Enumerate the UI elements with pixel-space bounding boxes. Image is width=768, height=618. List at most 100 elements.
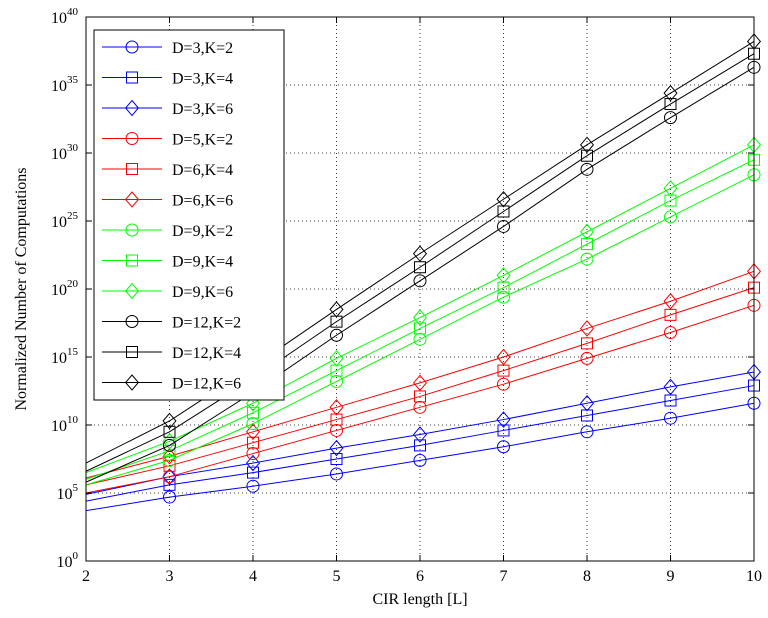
y-tick-label: 105 bbox=[57, 482, 79, 503]
data-point bbox=[496, 267, 511, 284]
legend-label: D=6,K=4 bbox=[172, 162, 233, 179]
data-point bbox=[246, 479, 260, 493]
data-point bbox=[496, 190, 511, 208]
x-tick-label: 2 bbox=[82, 568, 90, 585]
legend-marker bbox=[124, 191, 140, 208]
data-point bbox=[163, 425, 176, 438]
legend-entry: D=12,K=6 bbox=[102, 374, 241, 393]
y-tick-label: 1030 bbox=[51, 142, 79, 163]
data-point bbox=[497, 440, 510, 454]
legend-label: D=3,K=6 bbox=[172, 101, 233, 118]
legend-marker bbox=[125, 315, 139, 328]
legend-label: D=9,K=6 bbox=[172, 284, 233, 301]
series-line bbox=[85, 402, 755, 512]
data-point bbox=[163, 490, 176, 504]
series-d-3-k-6 bbox=[85, 363, 762, 495]
series-line bbox=[85, 53, 755, 472]
data-point bbox=[664, 411, 677, 425]
data-point bbox=[329, 301, 344, 318]
series-line bbox=[85, 287, 755, 486]
y-axis: 100 105 1010 1015 1020 1025 1030 1035 1040 bbox=[51, 6, 754, 571]
legend-marker bbox=[126, 254, 138, 267]
series-line bbox=[85, 144, 755, 474]
data-point bbox=[664, 98, 677, 111]
data-point bbox=[497, 424, 510, 437]
data-point bbox=[496, 411, 511, 428]
data-point bbox=[579, 394, 595, 412]
data-point bbox=[245, 423, 261, 441]
legend-entry: D=6,K=4 bbox=[102, 162, 233, 179]
legend-marker bbox=[124, 99, 140, 117]
data-point bbox=[579, 320, 595, 337]
data-point bbox=[663, 180, 678, 197]
data-point bbox=[329, 439, 344, 457]
x-axis: 2 3 4 5 6 7 8 9 10 bbox=[82, 17, 762, 585]
legend-label: D=3,K=4 bbox=[172, 71, 233, 88]
data-point bbox=[580, 162, 594, 176]
legend-marker bbox=[126, 71, 138, 84]
data-point bbox=[579, 136, 595, 154]
legend-entry: D=12,K=4 bbox=[102, 345, 241, 362]
legend-entry: D=9,K=2 bbox=[102, 223, 233, 240]
legend-marker bbox=[125, 223, 139, 237]
data-point bbox=[664, 111, 677, 125]
series-d-3-k-2 bbox=[85, 396, 761, 512]
data-point bbox=[663, 378, 678, 396]
legend-label: D=6,K=6 bbox=[172, 193, 233, 210]
x-tick-label: 7 bbox=[500, 568, 508, 585]
data-point bbox=[664, 326, 677, 340]
data-point bbox=[247, 436, 259, 449]
data-point bbox=[581, 337, 593, 350]
legend: D=3,K=2 D=3,K=4 D=3,K=6 D=5,K=2 D=6,K=4 D=6,K… bbox=[93, 29, 285, 401]
data-point bbox=[163, 438, 176, 452]
data-point bbox=[414, 322, 426, 335]
data-point bbox=[163, 470, 176, 484]
series-line bbox=[85, 159, 755, 480]
legend-label: D=9,K=4 bbox=[172, 254, 233, 271]
data-point bbox=[414, 439, 426, 452]
legend-entry: D=3,K=6 bbox=[102, 99, 233, 118]
legend-marker bbox=[126, 346, 138, 358]
x-axis-label: CIR length [L] bbox=[372, 591, 467, 608]
legend-label: D=12,K=2 bbox=[172, 315, 241, 332]
data-point bbox=[247, 406, 259, 419]
y-tick-label: 100 bbox=[57, 550, 79, 571]
series-line bbox=[85, 304, 755, 494]
x-tick-label: 9 bbox=[667, 568, 675, 585]
data-point bbox=[412, 245, 428, 262]
data-point bbox=[245, 454, 261, 472]
series-d-12-k-6 bbox=[85, 33, 762, 464]
legend-marker bbox=[124, 282, 140, 300]
y-tick-label: 1020 bbox=[51, 278, 79, 299]
data-point bbox=[581, 149, 593, 162]
series-d-5-k-2 bbox=[85, 298, 761, 494]
data-point bbox=[580, 425, 594, 439]
legend-marker bbox=[126, 163, 138, 175]
legend-entry: D=12,K=2 bbox=[102, 315, 241, 332]
legend-marker bbox=[125, 132, 139, 145]
legend-entry: D=9,K=4 bbox=[102, 254, 233, 271]
x-tick-label: 4 bbox=[249, 568, 257, 585]
series-line bbox=[85, 41, 755, 464]
data-point bbox=[580, 252, 594, 266]
x-tick-label: 3 bbox=[166, 568, 174, 585]
data-point bbox=[413, 332, 427, 346]
data-point bbox=[663, 292, 678, 310]
data-point bbox=[330, 374, 343, 388]
legend-label: D=9,K=2 bbox=[172, 223, 233, 240]
data-point bbox=[413, 274, 427, 288]
legend-label: D=12,K=4 bbox=[172, 345, 241, 362]
data-point bbox=[412, 426, 428, 443]
data-point bbox=[162, 433, 177, 450]
x-tick-label: 10 bbox=[746, 568, 762, 585]
legend-entry: D=9,K=6 bbox=[102, 282, 233, 301]
data-point bbox=[412, 309, 428, 326]
data-point bbox=[162, 468, 177, 485]
data-point bbox=[329, 399, 344, 416]
legend-label: D=12,K=6 bbox=[172, 376, 241, 393]
data-point bbox=[664, 210, 677, 224]
data-point bbox=[413, 453, 427, 467]
legend-box bbox=[93, 29, 285, 401]
data-point bbox=[497, 290, 510, 304]
